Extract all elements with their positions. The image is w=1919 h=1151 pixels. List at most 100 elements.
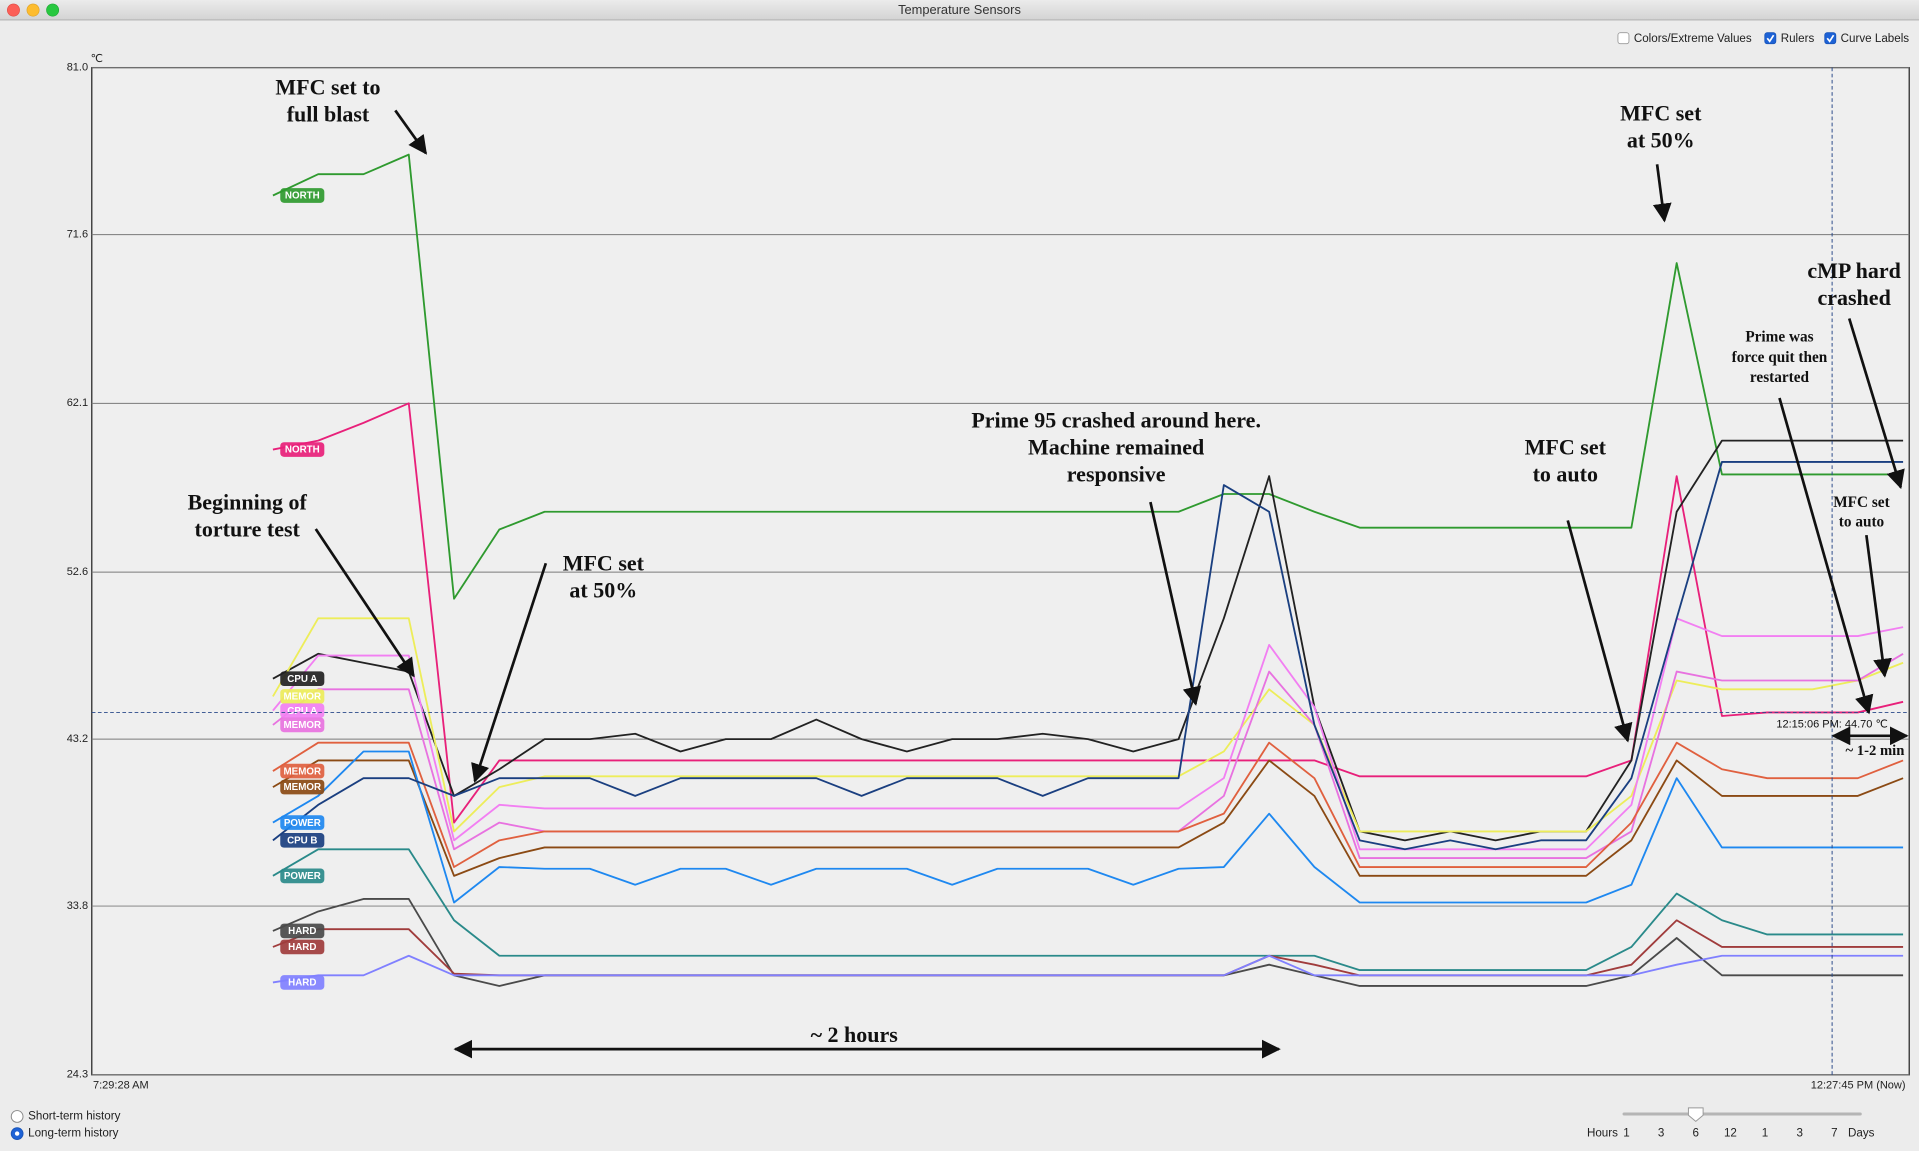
y-tick-label: 33.8 [67, 900, 88, 912]
curve-label-badge [280, 188, 325, 203]
annotation-text: at 50% [569, 578, 637, 603]
annotation-text: at 50% [1627, 127, 1695, 152]
curve-label-badge [280, 671, 325, 687]
curve-label: POWER [284, 871, 321, 882]
annotation-text: Machine remained [1028, 434, 1204, 459]
curve-label-badge [280, 939, 325, 955]
annotation-text: Beginning of [188, 490, 308, 515]
annotation-text: MFC set [1833, 494, 1890, 511]
controls: Colors/Extreme Values Rulers Curve Labels S… [10, 32, 1910, 1140]
slider-stop-label[interactable]: 6 [1693, 1127, 1699, 1140]
slider-stop-label[interactable]: 1 [1762, 1127, 1768, 1140]
radio-label[interactable]: Long-term history [28, 1127, 119, 1140]
annotation-text: MFC set [1620, 100, 1702, 125]
slider-stop-label[interactable]: 1 [1623, 1127, 1629, 1140]
checkbox-label[interactable]: Colors/Extreme Values [1634, 32, 1752, 45]
annotation-arrow [1652, 164, 1672, 223]
radio-dot [14, 1131, 20, 1136]
curve-label: CPU A [287, 674, 317, 685]
checkbox-label[interactable]: Curve Labels [1841, 32, 1910, 45]
series-line [272, 750, 1904, 904]
annotation-text: Prime 95 crashed around here. [971, 408, 1261, 433]
curve-label-badge [280, 868, 325, 884]
curve-label-badge [280, 833, 325, 848]
x-tick-label: 12:27:45 PM (Now) [1811, 1080, 1906, 1092]
series-line [272, 759, 1904, 877]
series-line [272, 741, 1904, 868]
annotation-arrow [394, 109, 427, 155]
annotation-text: MFC set to [275, 75, 380, 100]
radio-label[interactable]: Short-term history [28, 1110, 120, 1123]
slider-stop-label[interactable]: 3 [1658, 1127, 1664, 1140]
annotation-text: responsive [1067, 461, 1166, 486]
annotation-text: to auto [1533, 461, 1598, 486]
curve-label: NORTH [285, 191, 320, 202]
checkbox-label[interactable]: Rulers [1781, 32, 1815, 45]
curve-label-badge [280, 815, 325, 830]
curve-label-badge [280, 442, 325, 457]
series-line [272, 617, 1904, 833]
curve-label-badge [280, 779, 325, 795]
curve-label-badge [280, 717, 325, 733]
series-line [272, 153, 1904, 600]
slider-stop-label[interactable]: 7 [1831, 1127, 1837, 1140]
annotation-arrow [1149, 501, 1202, 706]
annotation-text: to auto [1839, 513, 1885, 530]
y-tick-label: 62.1 [67, 397, 88, 409]
series-line [272, 439, 1904, 842]
series-line [272, 461, 1904, 851]
curve-label: HARD [288, 942, 316, 953]
annotation-text: force quit then [1732, 349, 1828, 366]
annotation-arrow [314, 528, 415, 678]
annotation-text: Prime was [1745, 329, 1813, 346]
curve-label-badge [280, 703, 325, 719]
annotation-text: torture test [195, 516, 301, 541]
checkbox[interactable] [1617, 32, 1630, 45]
curve-label: NORTH [285, 445, 320, 456]
curve-label: CPU B [287, 836, 317, 847]
slider-knob[interactable] [1687, 1107, 1704, 1122]
annotation-arrow [1778, 397, 1874, 715]
curve-label-badge [280, 923, 325, 939]
plot-area [91, 66, 1910, 1076]
annotation-text: crashed [1817, 285, 1890, 310]
x-tick-label: 7:29:28 AM [93, 1080, 149, 1092]
title-bar [0, 0, 1919, 20]
zoom-button[interactable] [46, 3, 60, 17]
y-unit: ℃ [91, 53, 103, 65]
annotation-arrow [1566, 520, 1633, 743]
curve-label: MEMOR [284, 720, 322, 731]
curve-label: HARD [288, 926, 316, 937]
curve-label: MEMOR [284, 692, 322, 703]
checkbox[interactable] [1824, 32, 1837, 45]
annotation-text: full blast [287, 102, 370, 127]
curve-label: CPU A [287, 706, 317, 717]
slider-stop-label[interactable]: 3 [1796, 1127, 1802, 1140]
series-line [272, 617, 1904, 851]
annotation-text: ~ 2 hours [811, 1022, 899, 1047]
radio-button[interactable] [10, 1110, 24, 1123]
y-tick-label: 43.2 [67, 733, 88, 745]
slider-stop-label[interactable]: 12 [1724, 1127, 1737, 1140]
checkbox[interactable] [1764, 32, 1777, 45]
window-title: Temperature Sensors [898, 2, 1021, 17]
curve-label: POWER [284, 818, 321, 829]
checkmark [1766, 34, 1775, 43]
annotation-text: MFC set [1525, 434, 1607, 459]
y-tick-label: 81.0 [67, 62, 88, 74]
series-line [272, 848, 1904, 971]
curve-label: MEMOR [284, 766, 322, 777]
annotation-arrow [471, 562, 548, 783]
annotation-text: restarted [1750, 369, 1810, 386]
plot: ℃ 24.3 33.8 43.2 52.6 62.1 71.6 81.0 7:29:28 AM 1… [67, 53, 1910, 1092]
curve-label: HARD [288, 978, 316, 989]
curve-label-badge [280, 763, 325, 779]
close-button[interactable] [7, 3, 20, 17]
checkmark [1826, 34, 1835, 43]
minimize-button[interactable] [26, 3, 40, 17]
annotation-text: ~ 1-2 min [1845, 743, 1904, 759]
y-tick-label: 52.6 [67, 566, 88, 578]
annotation-text: cMP hard [1807, 258, 1901, 283]
